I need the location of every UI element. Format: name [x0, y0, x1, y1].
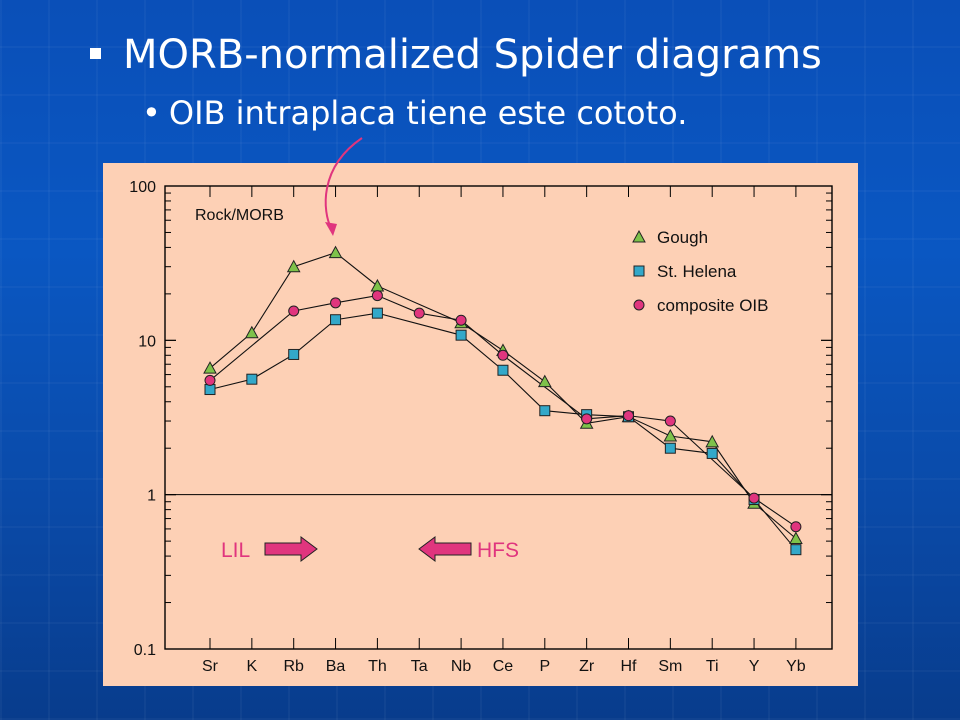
series-line-0	[209, 252, 797, 539]
legend-label: St. Helena	[657, 262, 737, 281]
plot-background	[103, 163, 858, 686]
y-tick-label: 100	[129, 179, 156, 196]
data-point-2	[623, 410, 634, 422]
data-point-0	[203, 361, 217, 374]
data-point-2	[413, 307, 425, 319]
x-tick-label: Th	[368, 658, 387, 675]
x-tick-label: P	[539, 658, 550, 675]
data-point-0	[286, 259, 301, 273]
data-point-1	[664, 442, 676, 454]
x-tick-label: Yb	[786, 658, 806, 675]
x-tick-label: Zr	[579, 658, 595, 675]
legend-label: Gough	[657, 228, 708, 247]
right-arrow-icon	[264, 536, 318, 562]
x-tick-label: Ti	[706, 658, 719, 675]
data-point-2	[371, 290, 383, 302]
data-point-0	[663, 428, 678, 442]
legend-marker	[633, 299, 645, 311]
data-point-0	[328, 245, 343, 259]
data-point-2	[288, 305, 300, 317]
data-point-2	[581, 413, 593, 425]
data-point-0	[537, 374, 552, 388]
chart-panel: 100 10 1 0.1 Sr K Rb Ba Th Ta Nb Ce P Zr Hf Sm Ti Y Yb Ro…	[103, 163, 858, 686]
data-point-2	[204, 374, 216, 386]
data-point-2	[497, 349, 509, 361]
y-tick-label: 10	[138, 333, 156, 350]
legend-label: composite OIB	[657, 296, 769, 315]
data-point-2	[455, 314, 467, 326]
data-point-1	[330, 314, 342, 326]
lil-label: LIL	[221, 539, 250, 562]
hfs-annotation: HFS	[418, 536, 519, 562]
data-point-1	[371, 307, 383, 319]
x-tick-label: Y	[749, 658, 760, 675]
y-axis-label: Rock/MORB	[195, 207, 284, 224]
data-point-1	[455, 329, 467, 341]
data-point-1	[288, 348, 300, 360]
data-point-2	[790, 521, 802, 533]
plot-frame	[164, 185, 833, 650]
dot-bullet-icon: •	[142, 94, 161, 132]
legend-marker	[632, 229, 646, 243]
x-tick-label: Sm	[658, 658, 682, 675]
data-point-1	[204, 384, 216, 396]
x-tick-label: Sr	[202, 658, 219, 675]
data-point-1	[706, 447, 718, 459]
x-tick-label: Rb	[283, 658, 304, 675]
data-point-1	[539, 405, 551, 417]
data-point-0	[245, 325, 259, 339]
slide-subheading-row: • OIB intraplaca tiene este cototo.	[142, 94, 687, 132]
data-point-1	[497, 364, 509, 376]
spider-diagram: 100 10 1 0.1 Sr K Rb Ba Th Ta Nb Ce P Zr Hf Sm Ti Y Yb Ro…	[103, 163, 858, 686]
square-bullet-icon	[90, 47, 101, 59]
hfs-label: HFS	[477, 539, 519, 562]
x-tick-label: Ta	[411, 658, 428, 675]
data-point-2	[664, 415, 676, 427]
slide-heading: MORB-normalized Spider diagrams	[123, 32, 822, 78]
x-tick-label: K	[247, 658, 258, 675]
data-point-0	[789, 531, 803, 544]
lil-annotation: LIL	[221, 536, 318, 562]
data-point-1	[246, 373, 258, 385]
x-tick-label: Hf	[621, 658, 638, 675]
x-tick-label: Ce	[493, 658, 514, 675]
y-tick-label: 0.1	[134, 642, 156, 659]
left-arrow-icon	[418, 536, 472, 562]
legend-marker	[633, 265, 645, 277]
data-point-2	[330, 297, 342, 309]
legend: Gough St. Helena composite OIB	[632, 228, 769, 315]
y-tick-label: 1	[147, 488, 156, 505]
data-point-1	[790, 544, 802, 556]
x-tick-label: Ba	[326, 658, 346, 675]
x-tick-label: Nb	[451, 658, 472, 675]
slide-subheading: OIB intraplaca tiene este cototo.	[168, 94, 688, 132]
data-point-0	[705, 434, 720, 448]
data-point-2	[748, 492, 760, 504]
slide-heading-row: MORB-normalized Spider diagrams	[90, 32, 822, 78]
series-line-2	[209, 295, 797, 528]
